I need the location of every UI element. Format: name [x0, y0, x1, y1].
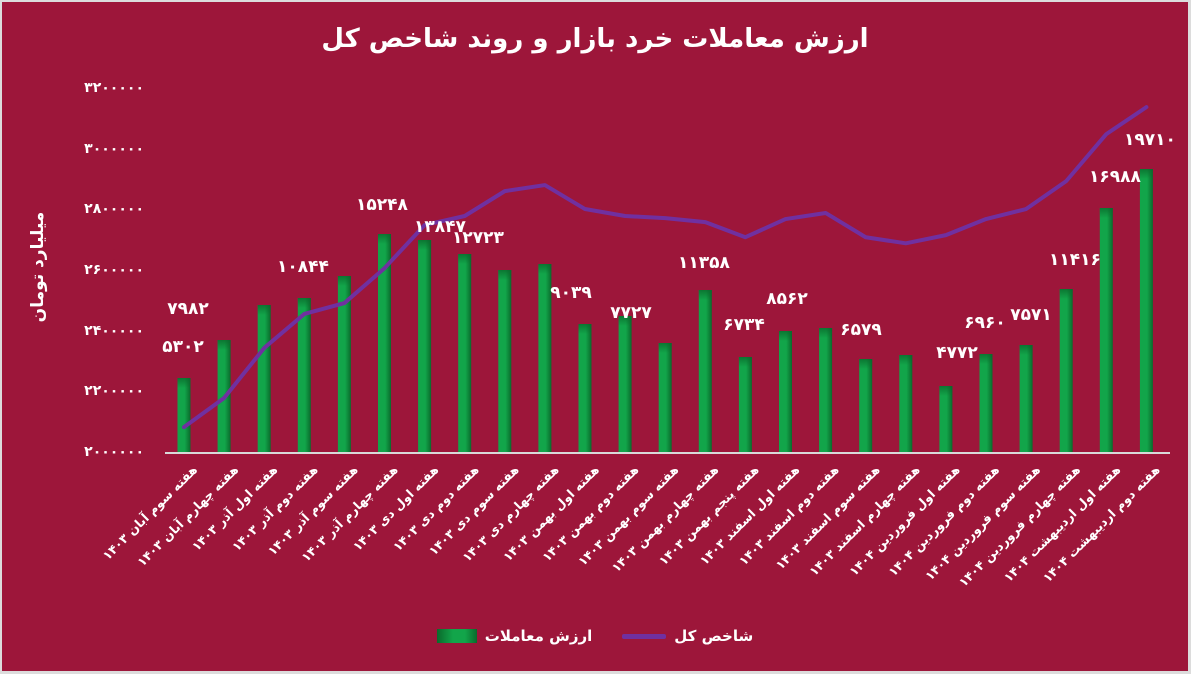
bar-value-label: ۱۶۹۸۸ — [1089, 167, 1142, 187]
bar — [297, 298, 311, 452]
bar-value-label: ۷۷۲۷ — [610, 303, 652, 323]
bar — [698, 290, 712, 452]
bar — [1059, 289, 1073, 452]
bar — [498, 270, 512, 452]
bar — [738, 357, 752, 452]
line-swatch-icon — [622, 633, 667, 639]
bar — [819, 328, 833, 452]
bar-value-label: ۱۳۸۴۷ — [414, 217, 467, 237]
legend: شاخص کل ارزش معاملات — [2, 627, 1188, 645]
bar — [779, 331, 792, 452]
y-tick-label: ۲۰۰۰۰۰۰ — [84, 444, 144, 460]
bar — [618, 316, 632, 452]
y-tick-label: ۲۲۰۰۰۰۰ — [84, 383, 144, 400]
bar-value-label: ۴۷۷۲ — [936, 343, 978, 363]
bar — [1019, 345, 1033, 452]
bar — [257, 305, 271, 452]
bar — [1139, 169, 1153, 452]
y-tick-label: ۳۰۰۰۰۰۰ — [84, 140, 144, 157]
bar — [658, 343, 672, 452]
legend-item-index: شاخص کل — [622, 627, 753, 645]
legend-value-label: ارزش معاملات — [484, 627, 593, 645]
index-line — [182, 105, 1149, 430]
bar — [899, 355, 913, 452]
bar-value-label: ۱۲۷۲۳ — [452, 228, 505, 248]
bar-value-label: ۶۷۳۴ — [723, 315, 765, 335]
bar — [458, 254, 472, 452]
legend-index-label: شاخص کل — [674, 627, 754, 645]
bar — [1099, 208, 1113, 452]
bar-value-label: ۱۱۴۱۶ — [1049, 250, 1101, 270]
bar — [578, 324, 592, 452]
bar — [177, 378, 191, 452]
bar — [337, 276, 351, 452]
bar — [859, 359, 873, 452]
chart-title: ارزش معاملات خرد بازار و روند شاخص کل — [321, 24, 869, 54]
bar — [418, 240, 432, 452]
bar-value-label: ۱۱۳۵۸ — [678, 253, 731, 273]
bar-value-label: ۷۹۸۲ — [167, 299, 209, 319]
bar — [378, 234, 391, 452]
bar-swatch-icon — [436, 629, 477, 643]
bar-value-label: ۱۰۸۴۴ — [277, 257, 329, 277]
y-tick-label: ۳۲۰۰۰۰۰ — [84, 80, 144, 96]
y-tick-label: ۲۶۰۰۰۰۰ — [84, 262, 144, 278]
y-tick-label: ۲۴۰۰۰۰۰ — [84, 322, 144, 339]
bar — [538, 264, 552, 452]
legend-item-value: ارزش معاملات — [436, 627, 593, 645]
y-tick-label: ۲۸۰۰۰۰۰ — [84, 201, 144, 218]
bar-value-label: ۸۵۶۲ — [766, 289, 808, 309]
bar-value-label: ۵۳۰۲ — [162, 337, 204, 357]
bar — [979, 354, 993, 452]
bar-value-label: ۶۹۶۰ — [964, 313, 1006, 333]
bar-value-label: ۶۵۷۹ — [840, 320, 882, 340]
bar-value-label: ۱۵۲۴۸ — [356, 195, 409, 215]
bar — [939, 386, 953, 452]
bar-value-label: ۷۵۷۱ — [1010, 305, 1052, 325]
bar-value-label: ۹۰۳۹ — [550, 283, 592, 303]
bar-value-label: ۱۹۷۱۰ — [1124, 130, 1176, 150]
